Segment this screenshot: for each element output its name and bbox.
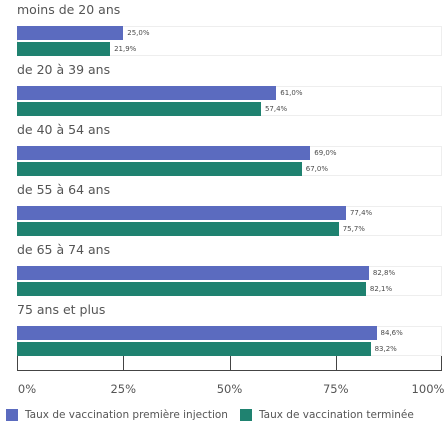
category-label: moins de 20 ans [17,2,121,17]
bar-completed [17,222,339,236]
x-tick-label: 25% [110,382,137,396]
x-tick [441,356,442,370]
x-tick-label: 0% [17,382,37,396]
legend-item[interactable]: Taux de vaccination première injection [6,409,228,421]
x-tick [123,356,125,370]
bar-first-injection [17,266,369,280]
x-tick [17,356,18,370]
bar-completed [17,342,371,356]
bar-first-injection [17,26,124,40]
bar-completed [17,162,302,176]
data-label: 69,0% [314,149,337,157]
bar-first-injection [17,146,311,160]
legend-label: Taux de vaccination première injection [25,409,228,421]
bar-completed [17,282,366,296]
data-label: 25,0% [127,29,150,37]
data-label: 82,8% [372,269,396,277]
data-label: 84,6% [380,329,403,337]
legend-label: Taux de vaccination terminée [258,409,414,421]
x-tick [229,356,231,370]
legend-swatch [239,409,252,421]
x-axis-line [17,370,442,371]
bar-first-injection [17,206,346,220]
data-label: 21,9% [114,45,137,53]
category-label: de 65 à 74 ans [17,242,111,257]
category-label: de 40 à 54 ans [17,122,111,137]
legend: Taux de vaccination première injection Ta… [6,408,426,422]
bar-completed [17,102,261,116]
x-tick-label: 50% [216,382,243,396]
data-label: 77,4% [349,209,373,217]
x-tick-label: 100% [411,382,445,396]
bar-first-injection [17,86,277,100]
x-tick [335,356,337,370]
legend-item[interactable]: Taux de vaccination terminée [239,409,414,421]
data-label: 57,4% [264,105,288,113]
category-label: de 20 à 39 ans [17,62,111,77]
legend-swatch [6,409,18,421]
data-label: 82,1% [369,285,393,293]
category-label: de 55 à 64 ans [17,182,111,197]
data-label: 75,7% [342,225,365,233]
data-label: 67,0% [305,165,328,173]
bar-first-injection [17,326,377,340]
data-label: 83,2% [374,345,397,353]
data-label: 61,0% [280,89,303,97]
category-label: 75 ans et plus [17,302,106,317]
x-tick-label: 75% [322,382,349,396]
bar-completed [17,42,111,56]
